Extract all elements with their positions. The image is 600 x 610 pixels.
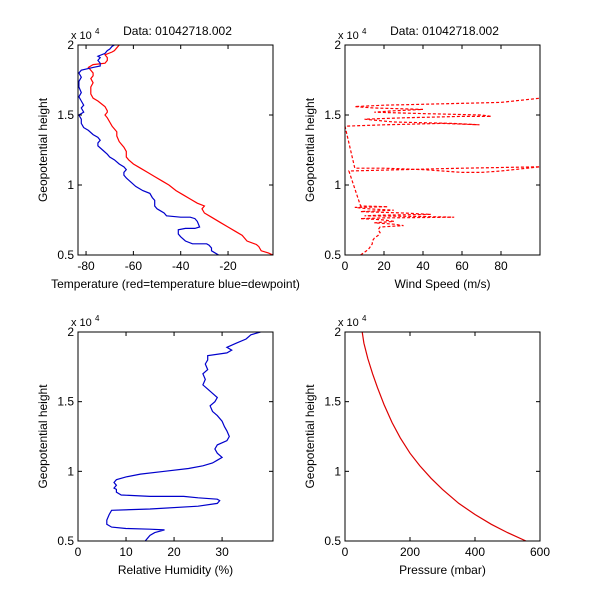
axes-box — [344, 44, 541, 256]
x-tick-label: 20 — [167, 545, 181, 559]
axes-box — [77, 44, 274, 256]
y-tick-label: 2 — [67, 325, 74, 339]
x-axis-label: Pressure (mbar) — [399, 563, 486, 577]
y-tick-label: 2 — [334, 325, 341, 339]
x-tick-label: -20 — [219, 259, 237, 273]
x-axis-label: Temperature (red=temperature blue=dewpoi… — [51, 277, 300, 291]
x-tick-label: 400 — [465, 545, 485, 559]
x-tick-label: 60 — [455, 259, 469, 273]
y-tick-label: 1.5 — [324, 395, 341, 409]
x-tick-label: 0 — [342, 259, 349, 273]
subplot-temperature: -80 -60 -40 -20 0.5 1 1.5 2x 10 4 Data: 01042718.… — [36, 24, 300, 291]
y-tick-label: 1 — [67, 178, 74, 192]
x-tick-label: -80 — [77, 259, 95, 273]
y-tick-label: 1 — [334, 178, 341, 192]
subplot-title: Data: 01042718.002 — [390, 24, 499, 38]
axes-box — [344, 331, 541, 542]
subplot-pressure: 0 200 400 600 0.5 1 1.5 2x 10 4 Pressure (mbar) Ge… — [303, 314, 550, 577]
series-line-pressure — [361, 332, 527, 541]
y-tick-label: 0.5 — [57, 534, 74, 548]
y-exponent-label: x 10 — [71, 30, 92, 42]
y-axis-label: Geopotential height — [303, 97, 317, 202]
y-axis-label: Geopotential height — [36, 384, 50, 489]
series-line-dewpoint — [78, 45, 219, 255]
series-line-relative-humidity — [106, 332, 261, 541]
x-tick-label: 200 — [400, 545, 420, 559]
subplot-title: Data: 01042718.002 — [123, 24, 232, 38]
y-tick-label: 0.5 — [324, 248, 341, 262]
y-tick-label: 1 — [67, 464, 74, 478]
y-exponent-superscript: 4 — [95, 27, 100, 36]
subplot-wind-speed: 0 20 40 60 80 0.5 1 1.5 2x 10 4 Data: 01042718.002… — [303, 24, 541, 291]
y-axis-label: Geopotential height — [303, 384, 317, 489]
y-tick-label: 1.5 — [57, 395, 74, 409]
y-tick-label: 0.5 — [57, 248, 74, 262]
series-line-temperature — [87, 45, 273, 255]
x-tick-label: 40 — [416, 259, 430, 273]
x-tick-label: 10 — [119, 545, 133, 559]
y-exponent-superscript: 4 — [362, 314, 367, 323]
y-tick-label: 2 — [334, 38, 341, 52]
x-tick-label: 600 — [530, 545, 550, 559]
x-axis-label: Relative Humidity (%) — [118, 563, 233, 577]
series-line-wind-speed — [345, 97, 540, 255]
x-tick-label: 80 — [494, 259, 508, 273]
axes-box — [77, 331, 274, 542]
x-tick-label: -60 — [125, 259, 143, 273]
x-tick-label: -40 — [172, 259, 190, 273]
y-exponent-superscript: 4 — [95, 314, 100, 323]
subplot-relative-humidity: 0 10 20 30 0.5 1 1.5 2x 10 4 Relative Humidity (%… — [36, 314, 274, 577]
y-tick-label: 2 — [67, 38, 74, 52]
y-exponent-label: x 10 — [338, 317, 359, 329]
y-tick-label: 0.5 — [324, 534, 341, 548]
x-axis-label: Wind Speed (m/s) — [394, 277, 490, 291]
y-exponent-superscript: 4 — [362, 27, 367, 36]
x-tick-label: 20 — [377, 259, 391, 273]
x-tick-label: 0 — [75, 545, 82, 559]
y-axis-label: Geopotential height — [36, 97, 50, 202]
y-tick-label: 1 — [334, 464, 341, 478]
y-tick-label: 1.5 — [57, 108, 74, 122]
y-exponent-label: x 10 — [71, 317, 92, 329]
y-exponent-label: x 10 — [338, 30, 359, 42]
x-tick-label: 30 — [215, 545, 229, 559]
x-tick-label: 0 — [342, 545, 349, 559]
y-tick-label: 1.5 — [324, 108, 341, 122]
